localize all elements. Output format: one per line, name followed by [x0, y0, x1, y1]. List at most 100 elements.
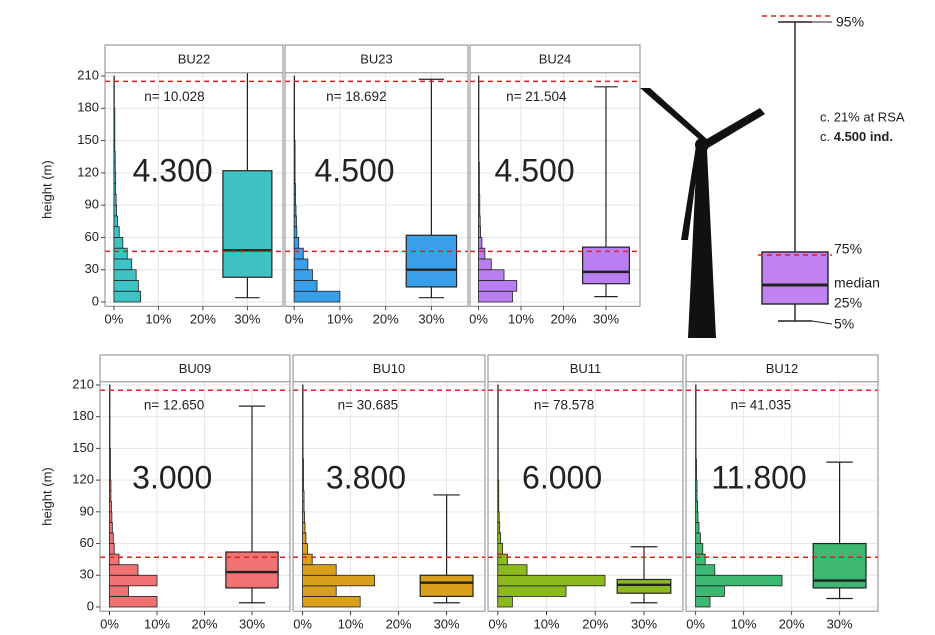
histogram-bar — [109, 479, 112, 492]
histogram-bar — [293, 140, 296, 152]
histogram-bar — [478, 204, 481, 217]
x-tick-label: 0% — [100, 617, 119, 632]
histogram-bar — [695, 469, 697, 481]
histogram-bar — [109, 596, 158, 608]
x-tick-label: 20% — [582, 617, 608, 632]
histogram-bar — [113, 215, 118, 228]
x-tick-label: 0% — [686, 617, 705, 632]
x-tick-label: 10% — [338, 617, 364, 632]
histogram-bar — [302, 553, 313, 566]
x-tick-label: 30% — [434, 617, 460, 632]
histogram-bar — [695, 585, 725, 597]
panel-strip — [292, 354, 486, 383]
histogram-bar — [478, 269, 505, 281]
x-tick-label: 10% — [533, 617, 559, 632]
y-tick-label: 120 — [77, 164, 99, 179]
legend-box — [761, 251, 829, 305]
histogram-bar — [478, 290, 513, 303]
x-tick-label: 20% — [191, 617, 217, 632]
histogram-bar — [109, 585, 129, 597]
histogram-bar — [293, 172, 296, 185]
y-tick-label: 120 — [72, 472, 94, 487]
histogram-bar — [113, 204, 117, 217]
histogram-bar — [302, 596, 361, 608]
x-tick-label: 0% — [285, 312, 304, 327]
histogram-bar — [109, 511, 113, 523]
panel-title: BU24 — [539, 51, 572, 66]
legend-count: c. 4.500 ind. — [820, 129, 893, 144]
panel: BU10 n= 30.685 3.800 0% 10% 20% 30% — [292, 354, 486, 632]
histogram-bar — [109, 469, 111, 481]
x-tick-label: 20% — [779, 617, 805, 632]
x-tick-label: 30% — [593, 312, 619, 327]
histogram-bar — [113, 226, 120, 238]
histogram-bar — [113, 193, 117, 206]
histogram-bar — [695, 553, 706, 566]
histogram-bar — [109, 553, 120, 566]
y-tick-label: 150 — [72, 440, 94, 455]
histogram-bar — [293, 280, 318, 292]
histogram-bar — [695, 458, 697, 470]
estimate-label: 3.800 — [326, 460, 406, 496]
histogram-bar — [113, 140, 116, 152]
y-tick-label: 0 — [87, 598, 94, 613]
histogram-bar — [109, 500, 112, 513]
histogram-bar — [302, 522, 306, 534]
histogram-bar — [695, 543, 704, 555]
panel-strip — [685, 354, 879, 383]
x-tick-label: 10% — [145, 312, 171, 327]
histogram-bar — [478, 193, 481, 206]
estimate-label: 4.300 — [133, 152, 213, 188]
turbine-icon — [640, 88, 765, 338]
histogram-bar — [302, 458, 304, 470]
histogram-bar — [113, 237, 124, 249]
histogram-bar — [113, 129, 116, 141]
x-tick-label: 0% — [488, 617, 507, 632]
x-tick-label: 30% — [827, 617, 853, 632]
sample-size: n= 78.578 — [534, 398, 594, 413]
histogram-bar — [113, 172, 117, 185]
histogram-bar — [293, 258, 309, 271]
histogram-bar — [109, 447, 111, 460]
histogram-bar — [478, 247, 486, 260]
histogram-bar — [293, 215, 297, 228]
y-tick-label: 180 — [72, 408, 94, 423]
histogram-bar — [109, 574, 158, 587]
histogram-bar — [497, 511, 500, 523]
turbine-hub — [695, 138, 709, 152]
x-tick-label: 30% — [418, 312, 444, 327]
histogram-bar — [478, 280, 518, 292]
histogram-bar — [497, 532, 502, 544]
sample-size: n= 30.685 — [338, 398, 398, 413]
legend-count-prefix: c. — [820, 129, 834, 144]
histogram-bar — [113, 183, 117, 195]
sample-size: n= 12.650 — [144, 398, 204, 413]
histogram-bar — [293, 161, 296, 174]
histogram-bar — [293, 183, 296, 195]
histogram-bar — [109, 490, 112, 502]
x-tick-label: 10% — [144, 617, 170, 632]
histogram-bar — [695, 522, 700, 534]
panel: BU23 n= 18.692 4.500 0% 10% 20% 30% — [284, 44, 469, 327]
x-tick-label: 10% — [508, 312, 534, 327]
panel-strip — [99, 354, 291, 383]
x-tick-label: 0% — [469, 312, 488, 327]
histogram-bar — [302, 574, 376, 587]
histogram-bar — [478, 172, 480, 185]
y-tick-label: 210 — [72, 376, 94, 391]
x-tick-label: 30% — [631, 617, 657, 632]
histogram-bar — [497, 490, 500, 502]
sample-size: n= 21.504 — [506, 89, 567, 104]
estimate-label: 6.000 — [522, 460, 602, 496]
turbine-blade — [681, 146, 700, 240]
x-tick-label: 20% — [550, 312, 576, 327]
histogram-bar — [478, 226, 482, 238]
x-tick-label: 0% — [293, 617, 312, 632]
turbine-blade — [705, 108, 765, 148]
histogram-bar — [113, 161, 116, 174]
legend-note: c. 21% at RSA — [820, 109, 905, 124]
histogram-bar — [695, 500, 698, 513]
y-tick-label: 30 — [85, 261, 99, 276]
panel-strip — [469, 44, 641, 74]
histogram-bar — [302, 543, 308, 555]
